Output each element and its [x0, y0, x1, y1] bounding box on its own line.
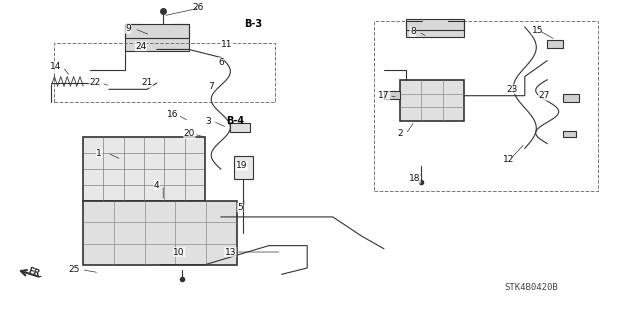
Text: B-3: B-3	[244, 19, 262, 29]
Bar	[547, 40, 563, 48]
Text: 26: 26	[193, 4, 204, 12]
Bar	[374, 21, 598, 191]
Text: 23: 23	[506, 85, 518, 94]
Text: 2: 2	[397, 130, 403, 138]
Bar	[563, 131, 576, 137]
Text: 20: 20	[184, 130, 195, 138]
Text: STK4B0420B: STK4B0420B	[504, 283, 558, 292]
Bar	[83, 201, 237, 265]
Text: 15: 15	[532, 26, 543, 35]
Text: 6: 6	[218, 58, 223, 67]
Bar	[125, 24, 189, 51]
Text: 11: 11	[221, 40, 233, 49]
Text: 17: 17	[378, 91, 390, 100]
Bar	[563, 94, 579, 102]
Text: 9: 9	[125, 24, 131, 33]
Text: 3: 3	[205, 117, 211, 126]
Text: 18: 18	[409, 174, 420, 183]
Text: 4: 4	[154, 181, 159, 189]
Text: 16: 16	[167, 110, 179, 119]
Text: 21: 21	[141, 78, 153, 87]
Bar	[234, 156, 253, 179]
Bar	[83, 137, 205, 201]
Text: 7: 7	[209, 82, 214, 91]
Text: 8: 8	[410, 27, 415, 36]
Text: 14: 14	[50, 63, 61, 71]
Text: FR.: FR.	[26, 266, 44, 279]
Text: 19: 19	[236, 161, 248, 170]
Text: 10: 10	[173, 248, 185, 256]
Text: 1: 1	[97, 149, 102, 158]
Text: 27: 27	[538, 91, 550, 100]
Text: B-4: B-4	[227, 116, 244, 126]
Text: 24: 24	[135, 42, 147, 51]
Bar	[54, 43, 275, 102]
Bar	[230, 123, 250, 132]
Bar	[400, 80, 464, 121]
Text: 25: 25	[68, 265, 79, 274]
Bar	[406, 19, 464, 37]
Text: 12: 12	[503, 155, 515, 164]
Bar	[384, 91, 400, 99]
Text: 13: 13	[225, 248, 236, 256]
Text: 22: 22	[89, 78, 100, 87]
Text: 5: 5	[237, 203, 243, 212]
